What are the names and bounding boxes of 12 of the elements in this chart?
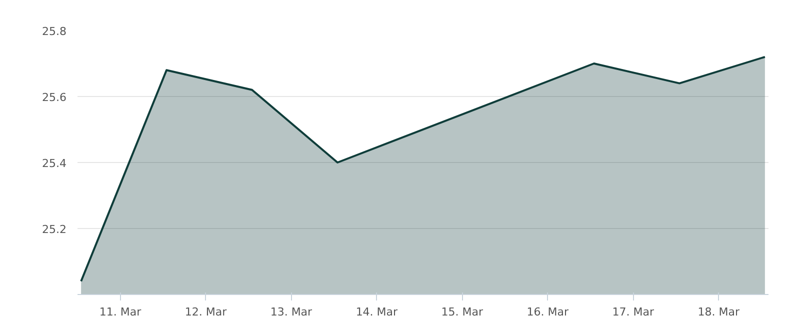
y-tick-label: 25.4 xyxy=(42,157,67,170)
x-tick-label: 15. Mar xyxy=(441,306,484,318)
x-tick-label: 12. Mar xyxy=(184,306,228,318)
x-tick-label: 14. Mar xyxy=(356,306,398,318)
x-tick-label: 17. Mar xyxy=(612,306,654,318)
x-tick-label: 13. Mar xyxy=(270,306,313,318)
y-tick-label: 25.6 xyxy=(42,91,67,104)
x-tick-label: 16. Mar xyxy=(526,306,570,318)
y-tick-label: 25.2 xyxy=(42,223,67,236)
x-tick-label: 18. Mar xyxy=(698,306,740,318)
x-tick-label: 11. Mar xyxy=(99,306,142,318)
y-tick-label: 25.8 xyxy=(42,25,67,38)
